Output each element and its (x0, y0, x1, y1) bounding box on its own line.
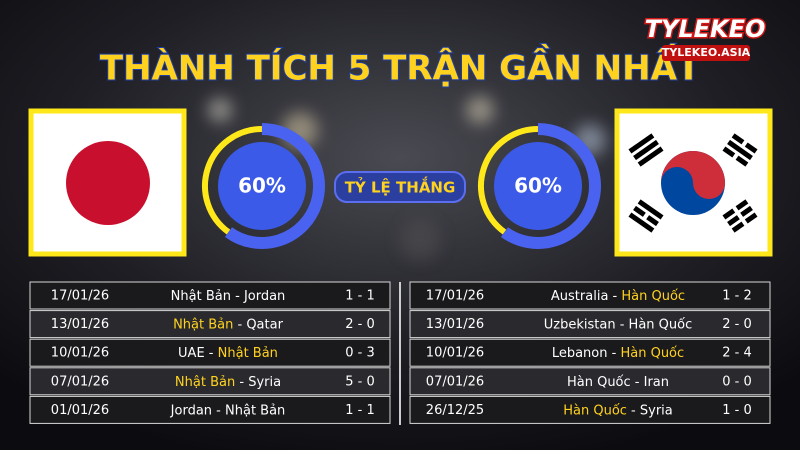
table-row (29, 367, 391, 396)
match-teams: Nhật Bản - Syria (175, 374, 281, 389)
match-teams: Jordan - Nhật Bản (170, 403, 286, 418)
match-teams: Hàn Quốc - Iran (567, 374, 669, 389)
table-row (409, 310, 771, 339)
match-teams: Hàn Quốc - Syria (563, 403, 673, 418)
match-teams: Lebanon - Hàn Quốc (552, 346, 684, 361)
match-score: 0 - 0 (722, 374, 752, 389)
team-name: - (608, 346, 621, 361)
win-rate: 60% (238, 174, 286, 198)
match-date: 17/01/26 (426, 289, 484, 304)
table-row (29, 281, 391, 310)
match-score: 1 - 1 (345, 403, 375, 418)
team-name: UAE (178, 346, 205, 361)
table-row (409, 338, 771, 367)
team-name: Jordan (243, 289, 285, 304)
team-name: Hàn Quốc (621, 289, 685, 304)
match-score: 2 - 4 (722, 346, 752, 361)
team-name: - (627, 403, 640, 418)
table-row (409, 367, 771, 396)
match-date: 10/01/26 (426, 346, 484, 361)
match-teams: Australia - Hàn Quốc (551, 289, 685, 304)
team-name: - (616, 317, 629, 332)
table-row (29, 310, 391, 339)
table-row (409, 281, 771, 310)
team-name: Australia (551, 289, 609, 304)
team-name: Nhật Bản (171, 289, 231, 304)
ring-core (494, 142, 582, 230)
match-date: 07/01/26 (426, 374, 484, 389)
table-row (29, 395, 391, 424)
team-name: - (233, 317, 246, 332)
team-name: Hàn Quốc (563, 403, 627, 418)
match-score: 1 - 1 (345, 289, 375, 304)
match-score: 0 - 3 (345, 346, 375, 361)
match-teams: UAE - Nhật Bản (178, 346, 278, 361)
flag-korea (614, 108, 773, 257)
table-row (409, 395, 771, 424)
win-label: TỶ LỆ THẮNG (345, 176, 456, 197)
match-teams: Nhật Bản - Qatar (173, 317, 284, 332)
team-name: Syria (640, 403, 673, 418)
match-date: 17/01/26 (51, 289, 109, 304)
team-name: - (205, 346, 218, 361)
match-date: 10/01/26 (51, 346, 109, 361)
table-row (29, 338, 391, 367)
team-name: Lebanon (552, 346, 608, 361)
team-name: Hàn Quốc (629, 317, 693, 332)
match-score: 2 - 0 (722, 317, 752, 332)
title: THÀNH TÍCH 5 TRẬN GẦN NHẤT (100, 44, 701, 89)
match-date: 07/01/26 (51, 374, 109, 389)
team-name: Hàn Quốc (620, 346, 684, 361)
win-label-pill (334, 171, 466, 203)
team-name: Nhật Bản (173, 317, 233, 332)
team-name: Hàn Quốc (567, 374, 631, 389)
match-teams: Nhật Bản - Jordan (171, 289, 286, 304)
match-date: 01/01/26 (51, 403, 109, 418)
match-date: 26/12/25 (426, 403, 484, 418)
team-name: Qatar (246, 317, 283, 332)
match-score: 1 - 2 (722, 289, 752, 304)
team-name: Syria (248, 374, 281, 389)
logo: TYLEKEO (645, 15, 766, 43)
flag-japan-sun (66, 141, 150, 225)
match-score: 1 - 0 (722, 403, 752, 418)
team-name: - (212, 403, 225, 418)
team-name: Iran (644, 374, 669, 389)
match-teams: Uzbekistan - Hàn Quốc (544, 317, 692, 332)
team-name: Uzbekistan (544, 317, 616, 332)
match-date: 13/01/26 (51, 317, 109, 332)
ring-rest (478, 126, 538, 235)
ring-rest (202, 126, 262, 235)
ring-win (224, 123, 325, 249)
win-rate: 60% (514, 174, 562, 198)
team-name: Nhật Bản (218, 346, 278, 361)
match-score: 2 - 0 (345, 317, 375, 332)
match-score: 5 - 0 (345, 374, 375, 389)
ring-core (218, 142, 306, 230)
team-name: - (231, 289, 244, 304)
logo-sub: TYLEKEO.ASIA (662, 46, 751, 59)
team-name: Nhật Bản (175, 374, 235, 389)
team-name: - (608, 289, 621, 304)
logo-band (662, 45, 750, 61)
team-name: Nhật Bản (225, 403, 285, 418)
team-name: Jordan (170, 403, 212, 418)
team-name: - (631, 374, 644, 389)
match-date: 13/01/26 (426, 317, 484, 332)
ring-win (500, 123, 601, 249)
team-name: - (235, 374, 248, 389)
